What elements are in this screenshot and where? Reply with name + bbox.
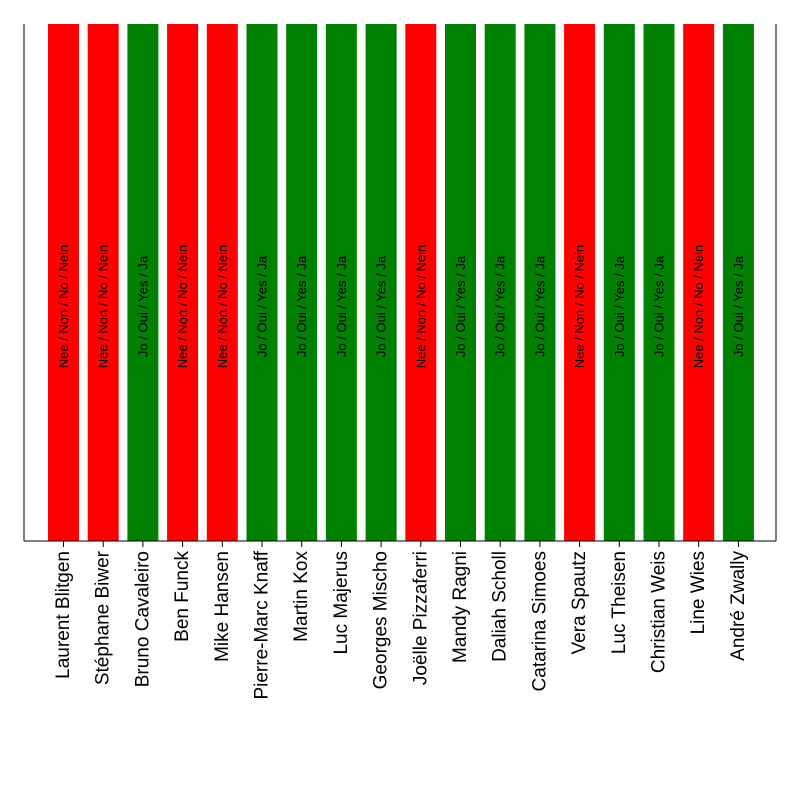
x-tick-label-andre-zwally: André Zwally [728,551,749,661]
x-tick-label-ben-funck: Ben Funck [172,551,193,642]
x-tick-label-daliah-scholl: Daliah Scholl [490,551,511,662]
bar-label-line-wies: Nee / Non / No / Nein [691,245,706,369]
bar-label-luc-majerus: Jo / Oui / Yes / Ja [334,255,349,357]
bar-label-daliah-scholl: Jo / Oui / Yes / Ja [493,255,508,357]
x-tick-label-mandy-ragni: Mandy Ragni [450,551,471,663]
x-tick-label-vera-spautz: Vera Spautz [569,551,590,655]
bars-group: Nee / Non / No / Nein Nee / Non / No / Ne… [48,24,754,541]
bar-vera-spautz [564,24,596,541]
bar-ben-funck [167,24,199,541]
axes-group [23,24,777,542]
bar-mike-hansen [206,24,238,541]
x-tick-label-pierre-marc-knaff: Pierre-Marc Knaff [252,550,273,699]
x-tick-label-georges-mischo: Georges Mischo [371,551,392,689]
x-tick-label-luc-theisen: Luc Theisen [609,551,630,654]
bar-label-joelle-pizzaferri: Nee / Non / No / Nein [413,245,428,369]
bar-label-laurent-blitgen: Nee / Non / No / Nein [56,245,71,369]
bar-daliah-scholl [484,24,516,541]
bar-label-catarina-simoes: Jo / Oui / Yes / Ja [532,255,547,357]
bar-mandy-ragni [445,24,476,541]
bar-georges-mischo [365,24,397,541]
bar-pierre-marc-knaff [246,24,278,541]
x-tick-label-joelle-pizzaferri: Joëlle Pizzaferri [410,551,431,685]
x-tick-label-stephane-biwer: Stéphane Biwer [93,550,114,685]
x-tick-label-catarina-simoes: Catarina Simoes [529,551,550,691]
x-tick-label-mike-hansen: Mike Hansen [212,551,233,662]
x-tick-label-line-wies: Line Wies [688,551,709,634]
bar-luc-theisen [603,24,635,541]
bar-label-luc-theisen: Jo / Oui / Yes / Ja [612,255,627,357]
x-tick-labels: Laurent Blitgen Stéphane Biwer Bruno Caval… [53,541,749,700]
bar-andre-zwally [722,24,754,541]
bar-label-stephane-biwer: Nee / Non / No / Nein [96,245,111,369]
bar-label-christian-weis: Jo / Oui / Yes / Ja [652,255,667,357]
x-tick-label-laurent-blitgen: Laurent Blitgen [53,551,74,679]
bar-line-wies [683,24,715,541]
x-tick-label-martin-kox: Martin Kox [291,551,312,642]
bar-martin-kox [286,24,318,541]
bar-label-pierre-marc-knaff: Jo / Oui / Yes / Ja [255,255,270,357]
x-tick-label-bruno-cavaleiro: Bruno Cavaleiro [132,551,153,687]
bar-label-georges-mischo: Jo / Oui / Yes / Ja [374,255,389,357]
bar-label-andre-zwally: Jo / Oui / Yes / Ja [731,255,746,357]
bar-label-mike-hansen: Nee / Non / No / Nein [215,245,230,369]
bar-luc-majerus [325,24,357,541]
bar-christian-weis [643,24,675,541]
bar-label-mandy-ragni: Jo / Oui / Yes / Ja [453,255,468,357]
x-tick-label-luc-majerus: Luc Majerus [331,551,352,655]
bar-laurent-blitgen [48,24,79,541]
bar-label-bruno-cavaleiro: Jo / Oui / Yes / Ja [135,255,150,357]
bar-bruno-cavaleiro [127,24,159,541]
bar-stephane-biwer [87,24,119,541]
bar-joelle-pizzaferri [405,24,437,541]
x-tick-label-christian-weis: Christian Weis [649,551,670,673]
bar-catarina-simoes [524,24,556,541]
bar-label-vera-spautz: Nee / Non / No / Nein [572,245,587,369]
bar-label-martin-kox: Jo / Oui / Yes / Ja [294,255,309,357]
bar-label-ben-funck: Nee / Non / No / Nein [175,245,190,369]
